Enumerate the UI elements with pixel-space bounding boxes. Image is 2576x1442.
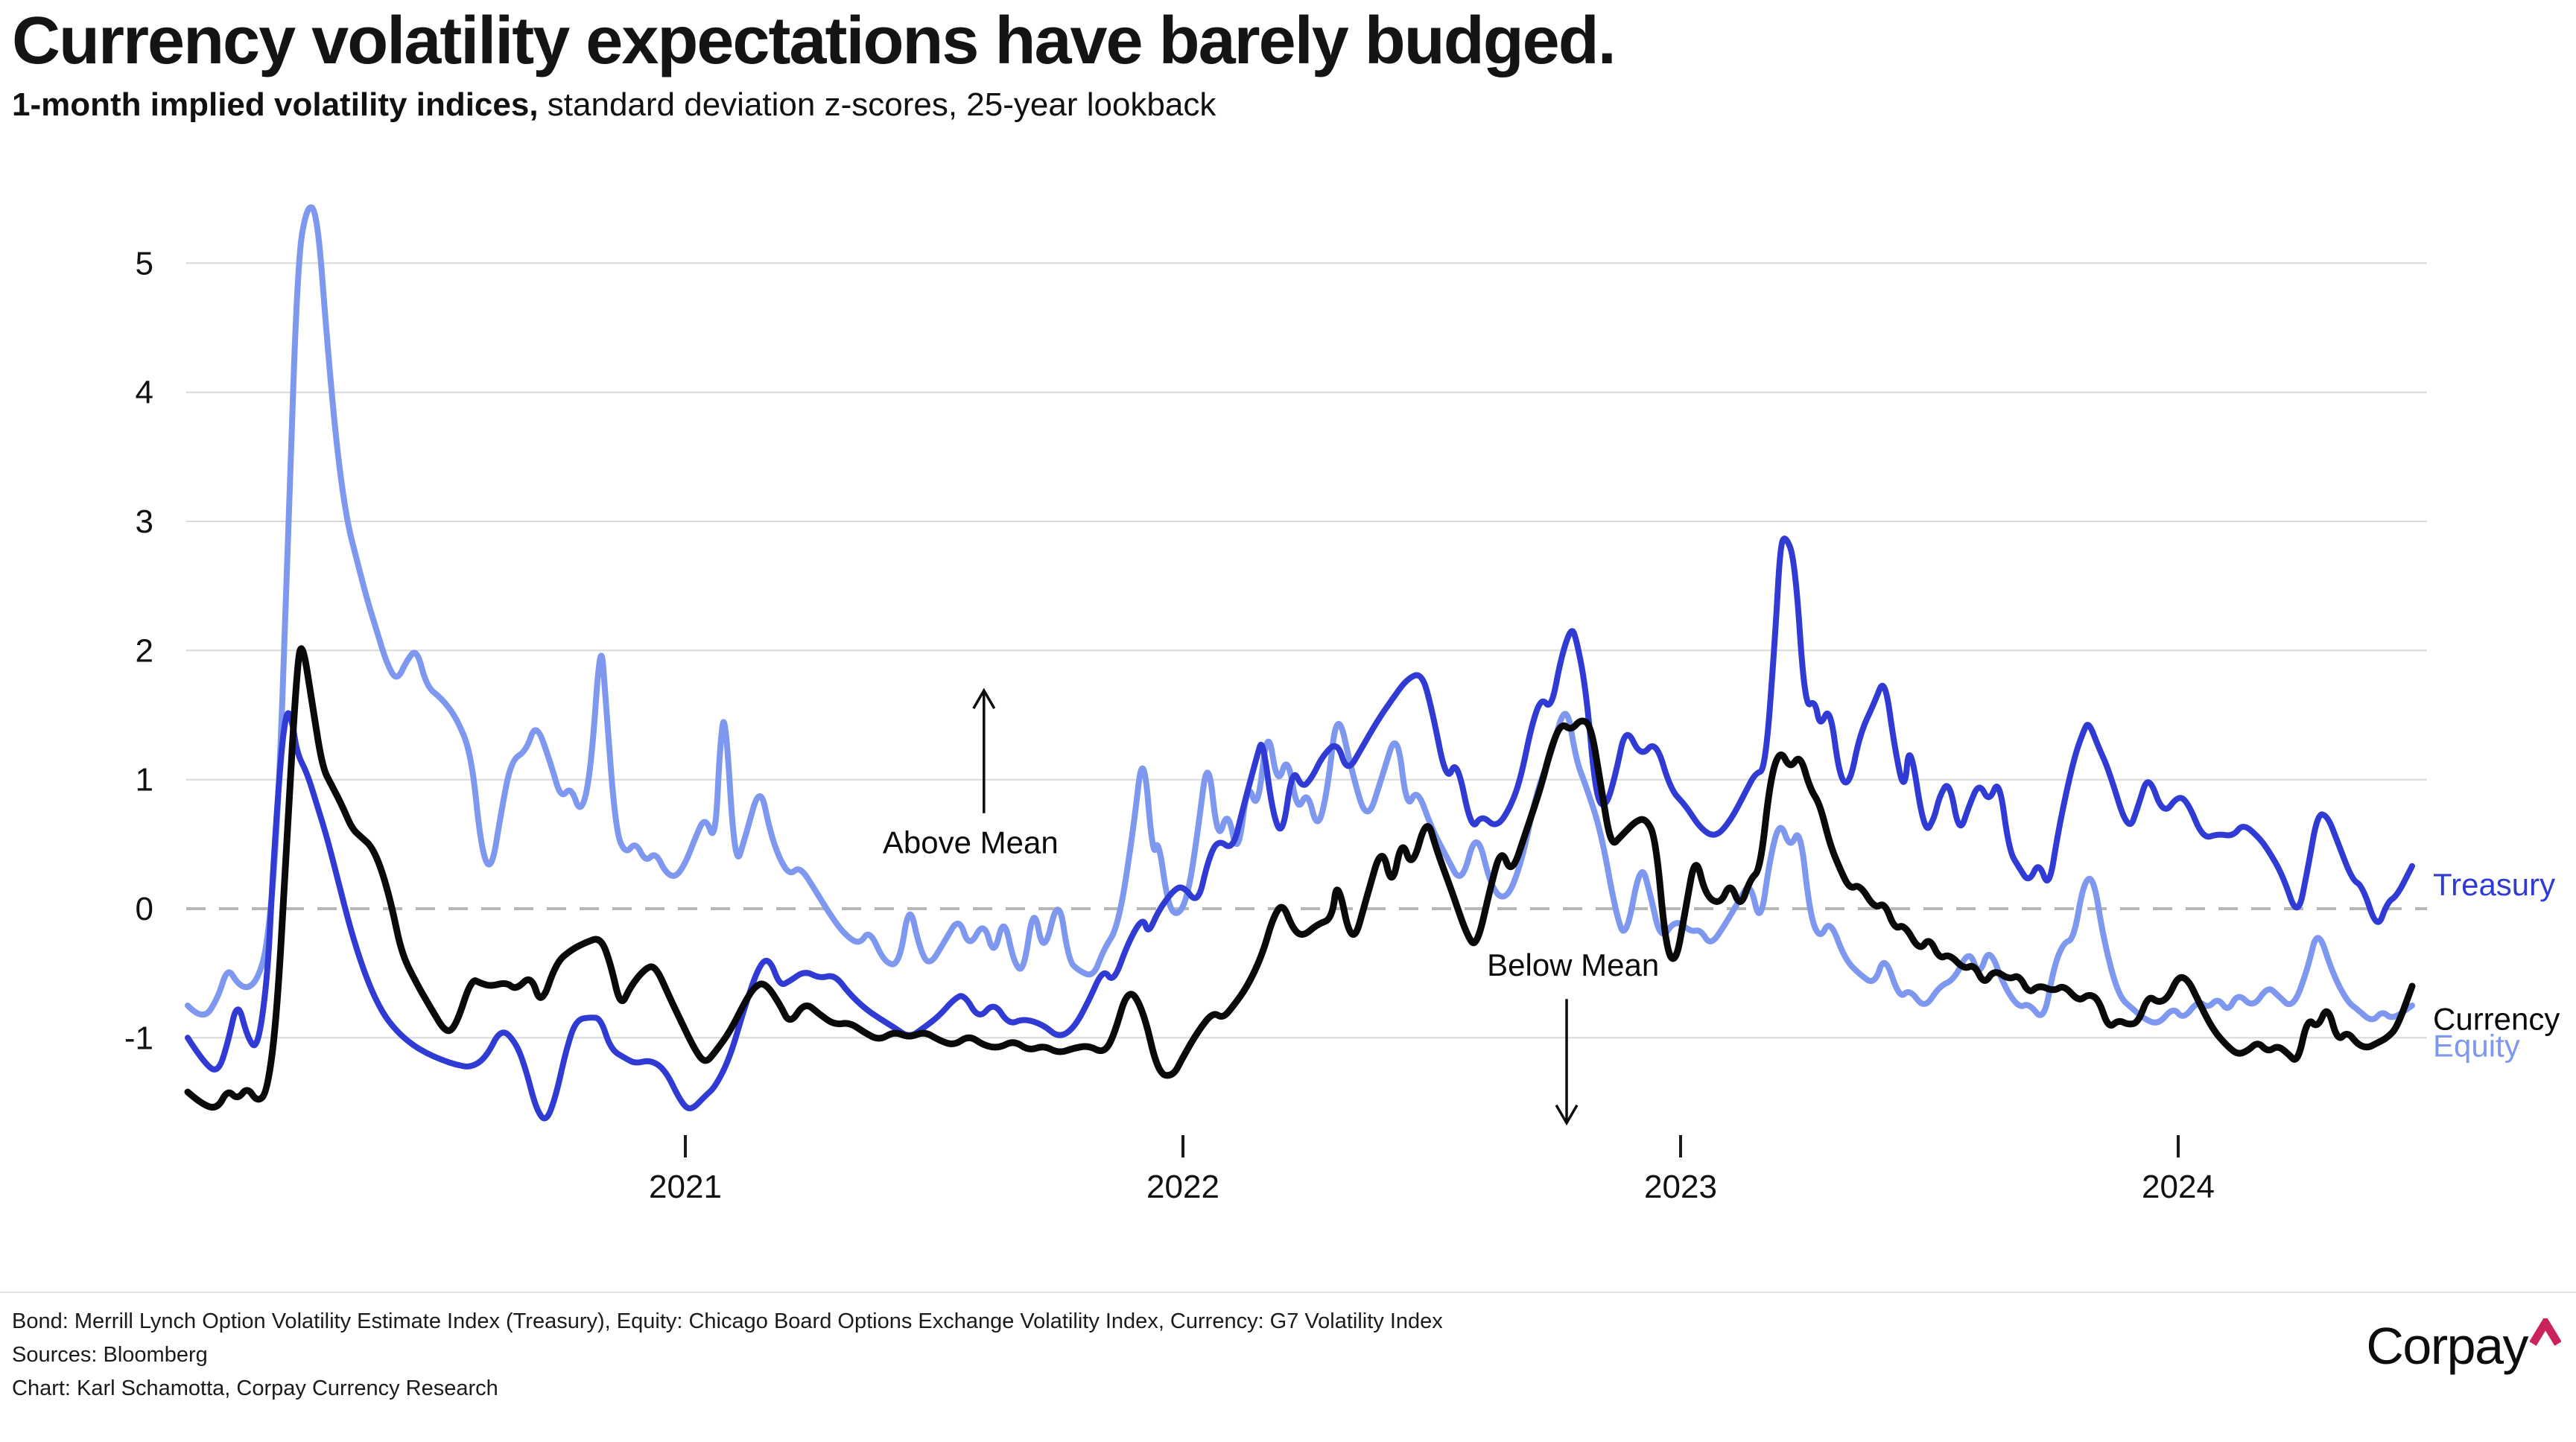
x-axis-tick-label: 2022 bbox=[1146, 1169, 1219, 1205]
annotation-below-mean: Below Mean bbox=[1487, 947, 1659, 982]
footer-notes: Bond: Merrill Lynch Option Volatility Es… bbox=[12, 1305, 1443, 1406]
y-axis-tick-label: 3 bbox=[136, 504, 153, 540]
page-subtitle: 1-month implied volatility indices, stan… bbox=[12, 86, 1615, 124]
subtitle-bold: 1-month implied volatility indices, bbox=[12, 86, 539, 123]
x-axis-tick-label: 2021 bbox=[649, 1169, 722, 1205]
series-label-equity: Equity bbox=[2433, 1029, 2520, 1064]
footer-sources: Sources: Bloomberg bbox=[12, 1343, 208, 1367]
y-axis-tick-label: -1 bbox=[124, 1020, 153, 1056]
series-label-treasury: Treasury bbox=[2433, 867, 2555, 902]
footer-source-definitions: Bond: Merrill Lynch Option Volatility Es… bbox=[12, 1309, 1443, 1333]
down-arrow-icon bbox=[1555, 1104, 1579, 1126]
y-axis-tick-label: 5 bbox=[136, 245, 153, 282]
up-arrow-icon bbox=[972, 687, 996, 709]
page-title: Currency volatility expectations have ba… bbox=[12, 4, 1617, 78]
series-label-currency: Currency bbox=[2433, 1001, 2560, 1036]
annotation-above-mean: Above Mean bbox=[883, 825, 1059, 860]
series-line-currency bbox=[184, 645, 2416, 1111]
corpay-logo: Corpay bbox=[2366, 1317, 2561, 1375]
series-line-treasury bbox=[185, 536, 2415, 1122]
corpay-logo-text: Corpay bbox=[2366, 1317, 2528, 1375]
y-axis-tick-label: 2 bbox=[136, 632, 153, 669]
footer-credit: Chart: Karl Schamotta, Corpay Currency R… bbox=[12, 1376, 498, 1400]
y-axis-tick-label: 1 bbox=[136, 762, 153, 798]
subtitle-rest: standard deviation z-scores, 25-year loo… bbox=[538, 86, 1216, 123]
chart-header: Currency volatility expectations have ba… bbox=[12, 4, 1617, 124]
y-axis-tick-label: 4 bbox=[136, 375, 153, 411]
footer-divider bbox=[0, 1292, 2576, 1293]
y-axis-tick-label: 0 bbox=[136, 891, 153, 927]
series-line-equity bbox=[185, 204, 2415, 1026]
x-axis-tick-label: 2024 bbox=[2142, 1169, 2215, 1205]
x-axis-tick-label: 2023 bbox=[1644, 1169, 1717, 1205]
caret-icon bbox=[2530, 1318, 2561, 1346]
